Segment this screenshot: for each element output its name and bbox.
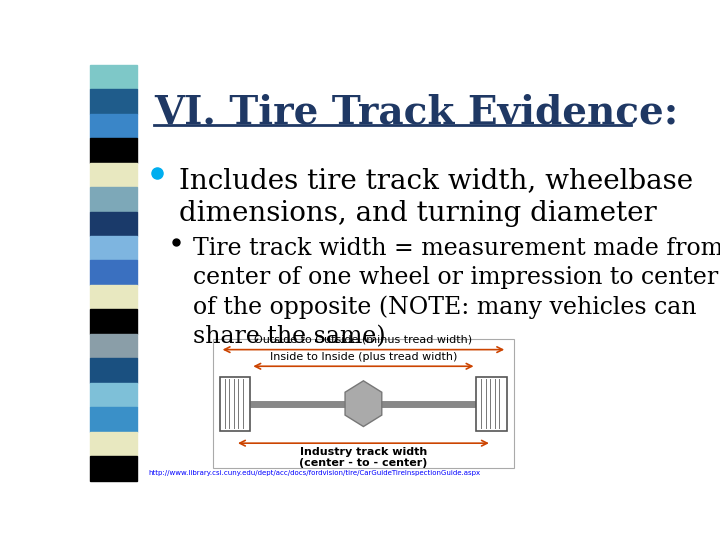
Bar bbox=[90, 236, 138, 260]
Bar bbox=[90, 114, 138, 138]
Bar bbox=[90, 65, 138, 89]
Text: VI. Tire Track Evidence:: VI. Tire Track Evidence: bbox=[154, 94, 678, 132]
Bar bbox=[90, 138, 138, 163]
Bar bbox=[90, 359, 138, 383]
Bar bbox=[477, 377, 507, 431]
Bar bbox=[90, 163, 138, 187]
Bar bbox=[90, 456, 138, 481]
Bar bbox=[90, 431, 138, 456]
Bar bbox=[90, 260, 138, 285]
Bar bbox=[90, 285, 138, 309]
Text: Includes tire track width, wheelbase
dimensions, and turning diameter: Includes tire track width, wheelbase dim… bbox=[179, 167, 693, 227]
Polygon shape bbox=[345, 381, 382, 427]
Bar bbox=[90, 212, 138, 236]
Bar bbox=[90, 383, 138, 407]
Text: Tire track width = measurement made from
center of one wheel or impression to ce: Tire track width = measurement made from… bbox=[193, 237, 720, 348]
Text: http://www.library.csi.cuny.edu/dept/acc/docs/fordvision/tire/CarGuideTireInspec: http://www.library.csi.cuny.edu/dept/acc… bbox=[148, 470, 481, 476]
Bar bbox=[213, 339, 514, 468]
Text: Outside to Outside (minus tread width): Outside to Outside (minus tread width) bbox=[254, 335, 472, 345]
Bar bbox=[220, 377, 251, 431]
Text: Inside to Inside (plus tread width): Inside to Inside (plus tread width) bbox=[270, 352, 457, 362]
Bar bbox=[90, 187, 138, 212]
Bar bbox=[90, 407, 138, 431]
Bar bbox=[90, 89, 138, 114]
Bar bbox=[90, 334, 138, 359]
Text: Industry track width
(center - to - center): Industry track width (center - to - cent… bbox=[300, 447, 428, 468]
Bar bbox=[90, 309, 138, 334]
